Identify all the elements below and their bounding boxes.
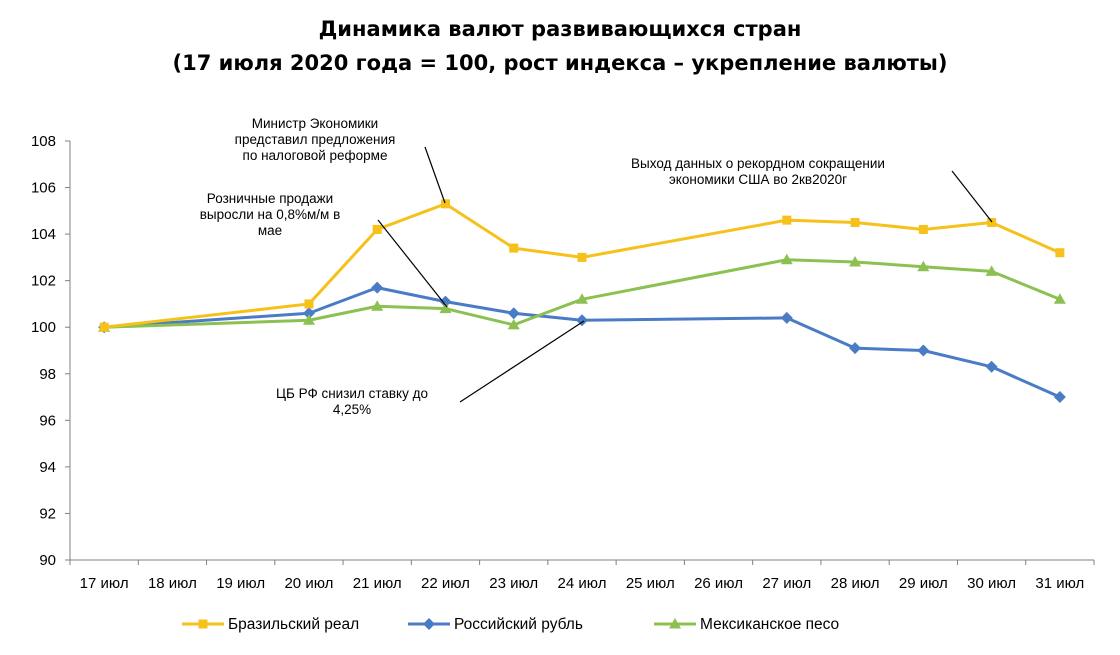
legend-label: Российский рубль	[454, 616, 583, 633]
data-point	[1053, 293, 1066, 304]
data-point	[576, 314, 588, 327]
annotation-text: мае	[258, 223, 282, 238]
x-tick-label: 29 июл	[899, 575, 948, 592]
annotation: ЦБ РФ снизил ставку до4,25%	[276, 320, 585, 417]
data-point	[371, 300, 384, 311]
data-point	[782, 215, 792, 225]
legend-item: Бразильский реал	[182, 616, 359, 633]
data-point	[985, 265, 998, 276]
data-point	[440, 199, 450, 209]
legend-label: Мексиканское песо	[700, 616, 839, 633]
data-point	[99, 322, 109, 332]
annotation-leader-line	[951, 170, 993, 223]
x-tick-label: 28 июл	[831, 575, 880, 592]
annotation-text: 4,25%	[333, 402, 371, 417]
data-point	[849, 342, 862, 355]
data-point	[917, 260, 930, 272]
annotation-text: Министр Экономики	[252, 116, 378, 131]
data-point	[917, 344, 930, 357]
y-tick-label: 108	[31, 133, 56, 150]
series-1	[98, 281, 1066, 404]
chart-subtitle: (17 июля 2020 года = 100, рост индекса –…	[172, 51, 948, 75]
data-point	[780, 253, 793, 265]
data-point	[918, 224, 928, 234]
data-point	[439, 295, 452, 308]
data-point	[669, 618, 681, 629]
data-point	[1053, 391, 1066, 404]
y-tick-label: 92	[39, 505, 56, 522]
annotation-text: Розничные продажи	[207, 191, 333, 206]
data-point	[423, 618, 435, 630]
annotation-text: ЦБ РФ снизил ставку до	[276, 386, 428, 401]
chart-title-block: Динамика валют развивающихся стран (17 и…	[0, 12, 1120, 80]
y-tick-label: 100	[31, 319, 56, 336]
data-point	[985, 360, 998, 373]
x-tick-label: 24 июл	[558, 575, 607, 592]
x-tick-label: 20 июл	[284, 575, 333, 592]
data-point	[509, 243, 519, 253]
x-tick-label: 21 июл	[353, 575, 402, 592]
data-point	[371, 281, 384, 294]
data-point	[304, 299, 314, 309]
data-point	[507, 307, 520, 320]
y-tick-label: 104	[31, 226, 56, 243]
annotation-text: по налоговой реформе	[243, 148, 388, 163]
data-point	[850, 217, 860, 227]
annotation-text: представил предложения	[235, 132, 396, 147]
x-tick-label: 26 июл	[694, 575, 743, 592]
y-tick-label: 94	[39, 459, 56, 476]
y-tick-label: 90	[39, 552, 56, 569]
data-point	[198, 619, 208, 629]
annotation-leader-line	[377, 219, 448, 308]
annotation-text: выросли на 0,8%м/м в	[200, 207, 341, 222]
data-point	[372, 224, 382, 234]
x-tick-label: 22 июл	[421, 575, 470, 592]
annotation-leader-line	[424, 146, 446, 204]
legend-item: Российский рубль	[408, 616, 583, 633]
legend-item: Мексиканское песо	[654, 616, 839, 633]
x-tick-label: 27 июл	[762, 575, 811, 592]
annotation: Выход данных о рекордном сокращенииэконо…	[631, 156, 993, 223]
y-tick-label: 106	[31, 180, 56, 197]
data-point	[507, 318, 520, 330]
legend-label: Бразильский реал	[228, 616, 359, 633]
data-point	[302, 307, 315, 320]
series-2	[98, 253, 1066, 332]
y-tick-label: 102	[31, 273, 56, 290]
annotation-leader-line	[459, 320, 585, 403]
x-tick-label: 23 июл	[489, 575, 538, 592]
annotation-text: экономики США во 2кв2020г	[669, 172, 847, 187]
chart-title: Динамика валют развивающихся стран	[318, 17, 802, 41]
data-point	[577, 252, 587, 262]
data-point	[1055, 248, 1065, 258]
y-tick-label: 96	[39, 412, 56, 429]
data-point	[439, 302, 452, 314]
x-tick-label: 18 июл	[148, 575, 197, 592]
data-point	[302, 314, 315, 325]
x-tick-label: 17 июл	[80, 575, 129, 592]
series-0	[99, 199, 1065, 332]
series-line	[104, 286, 1061, 399]
x-tick-label: 30 июл	[967, 575, 1016, 592]
x-tick-label: 19 июл	[216, 575, 265, 592]
data-point	[576, 293, 588, 304]
y-tick-label: 98	[39, 366, 56, 383]
data-point	[849, 256, 862, 267]
data-point	[987, 217, 997, 227]
annotation-text: Выход данных о рекордном сокращении	[631, 156, 885, 171]
data-point	[780, 311, 793, 324]
x-tick-label: 31 июл	[1035, 575, 1084, 592]
x-tick-label: 25 июл	[626, 575, 675, 592]
